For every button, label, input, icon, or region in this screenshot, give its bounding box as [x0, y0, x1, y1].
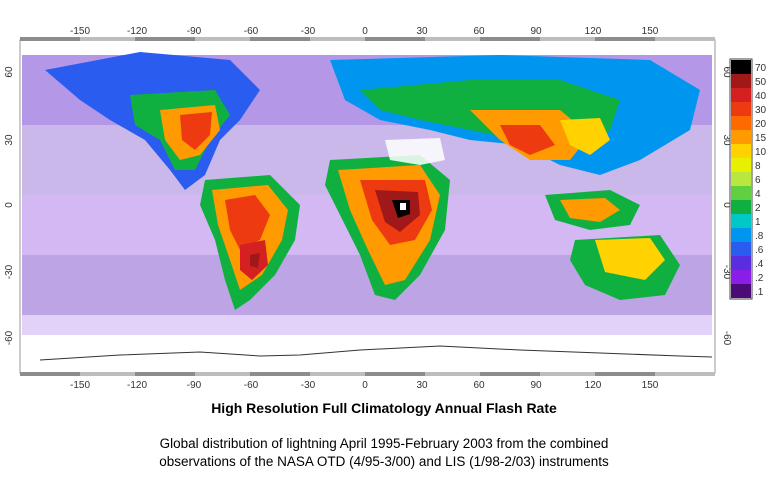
antarctica-coastline: [39, 345, 713, 361]
caption-line-1: Global distribution of lightning April 1…: [159, 436, 609, 451]
lat-tick-label: -60: [4, 330, 15, 345]
australia-flash-region: [570, 235, 680, 300]
lat-tick-label: 30: [721, 134, 732, 146]
lon-tick-label: -150: [70, 380, 90, 391]
flash-rate-colorbar: 70 50 40 30 20 15 10 8 6 4 2 1 .8 .6 .4 .2 .1: [729, 58, 767, 300]
lat-tick-label: 60: [721, 66, 732, 78]
lat-tick-label: 30: [4, 134, 15, 146]
colorbar-label: .8: [755, 231, 764, 242]
colorbar-swatch: [731, 116, 751, 130]
lat-tick-label: 60: [4, 66, 15, 78]
colorbar-swatch: [731, 172, 751, 186]
africa-flash-region: [325, 155, 450, 300]
lat-tick-label: 0: [4, 202, 15, 208]
lon-tick-label: 120: [585, 26, 602, 37]
colorbar-label: 2: [755, 203, 761, 214]
colorbar-swatch: [731, 60, 751, 74]
lat-tick-label: -30: [721, 265, 732, 280]
lat-tick-label: 0: [721, 202, 732, 208]
colorbar-label: 6: [755, 175, 761, 186]
lon-tick-label: -120: [127, 26, 147, 37]
lat-tick-label: -60: [721, 331, 732, 346]
lon-tick-label: 60: [473, 380, 485, 391]
colorbar-label: 50: [755, 77, 767, 88]
colorbar-label: 40: [755, 91, 767, 102]
latitude-labels-left: 60 30 0 -30 -60: [4, 66, 15, 345]
latitude-labels-right: 60 30 0 -30 -60: [721, 66, 732, 345]
colorbar-label: 8: [755, 161, 761, 172]
lon-tick-label: -30: [301, 380, 316, 391]
colorbar-label: 4: [755, 189, 761, 200]
lon-tick-label: -120: [127, 380, 147, 391]
colorbar-label: .6: [755, 245, 764, 256]
lat-tick-label: -30: [4, 264, 15, 279]
colorbar-swatch: [731, 270, 751, 284]
lon-tick-label: 0: [362, 380, 368, 391]
colorbar-swatch: [731, 88, 751, 102]
colorbar-label: 10: [755, 147, 767, 158]
lon-tick-label: -90: [187, 26, 202, 37]
lon-tick-label: -150: [70, 26, 90, 37]
colorbar-swatch: [731, 130, 751, 144]
lon-tick-label: 150: [642, 26, 659, 37]
lon-tick-label: 30: [416, 26, 428, 37]
figure-title: High Resolution Full Climatology Annual …: [211, 400, 557, 416]
colorbar-label: 20: [755, 119, 767, 130]
colorbar-swatch: [731, 158, 751, 172]
figure-caption: Global distribution of lightning April 1…: [0, 435, 768, 471]
maritime-continent-flash-region: [545, 190, 640, 230]
colorbar-swatch: [731, 284, 751, 298]
colorbar-swatch: [731, 242, 751, 256]
lon-tick-label: -90: [187, 380, 202, 391]
north-america-flash-region: [45, 52, 260, 190]
south-america-flash-region: [200, 175, 300, 310]
colorbar-swatch: [731, 144, 751, 158]
colorbar-label: 1: [755, 217, 761, 228]
lon-tick-label: 90: [530, 380, 542, 391]
colorbar-label: .1: [755, 287, 764, 298]
lon-tick-label: 90: [530, 26, 542, 37]
colorbar-swatch: [731, 186, 751, 200]
colorbar-label: 30: [755, 105, 767, 116]
colorbar-swatch: [731, 102, 751, 116]
lon-tick-label: 30: [416, 380, 428, 391]
colorbar-swatch: [731, 228, 751, 242]
longitude-labels-bottom: -150 -120 -90 -60 -30 0 30 60 90 120 150: [70, 380, 659, 391]
longitude-labels-top: -150 -120 -90 -60 -30 0 30 60 90 120 150: [70, 26, 659, 37]
lon-tick-label: -60: [244, 26, 259, 37]
lon-tick-label: 60: [473, 26, 485, 37]
lon-tick-label: -30: [301, 26, 316, 37]
top-scale-bar: [20, 37, 715, 41]
colorbar-label: .4: [755, 259, 764, 270]
colorbar-swatch: [731, 200, 751, 214]
colorbar-label: .2: [755, 273, 764, 284]
lon-tick-label: 150: [642, 380, 659, 391]
lon-tick-label: 120: [585, 380, 602, 391]
bottom-scale-bar: [20, 372, 715, 376]
colorbar-swatch: [731, 256, 751, 270]
eurasia-flash-region: [330, 55, 700, 175]
colorbar-label: 70: [755, 63, 767, 74]
colorbar-label: 15: [755, 133, 767, 144]
colorbar-swatch: [731, 74, 751, 88]
sahara-low-rate-area: [385, 138, 445, 165]
lon-tick-label: 0: [362, 26, 368, 37]
lon-tick-label: -60: [244, 380, 259, 391]
caption-line-2: observations of the NASA OTD (4/95-3/00)…: [159, 454, 609, 469]
colorbar-swatch: [731, 214, 751, 228]
